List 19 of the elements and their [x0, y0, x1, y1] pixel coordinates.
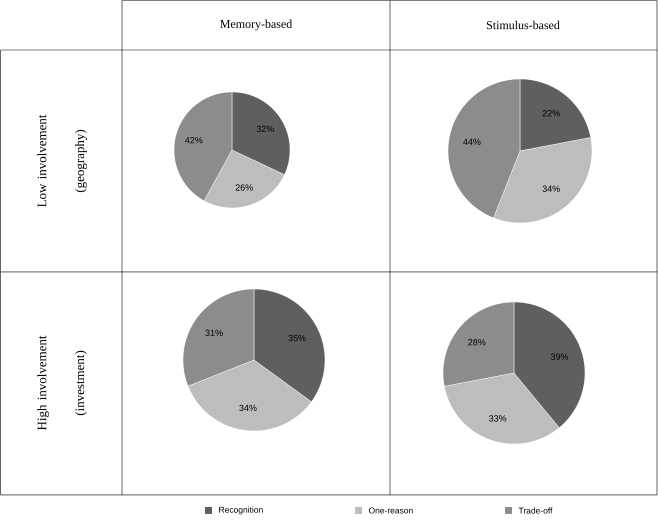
data-label: 39%: [550, 353, 568, 360]
legend-label: Trade-off: [518, 507, 552, 514]
chart-title: Stimulus-based: [486, 20, 560, 30]
data-label: 34%: [239, 404, 257, 412]
data-label: 28%: [468, 339, 486, 346]
chart-title: Memory-based: [220, 20, 292, 30]
data-label: 22%: [542, 110, 560, 116]
data-label: 33%: [489, 415, 506, 422]
data-label: 42%: [185, 137, 202, 144]
legend-label: One-reason: [368, 507, 413, 514]
data-label: 31%: [205, 330, 223, 336]
data-label: 34%: [542, 186, 560, 192]
data-label: 35%: [288, 334, 306, 342]
text: Low involvement (geography): [37, 114, 87, 208]
legend-label: Recognition: [219, 506, 263, 514]
text: High involvement (investment): [37, 336, 87, 430]
data-label: 32%: [256, 126, 274, 132]
data-label: 26%: [236, 184, 253, 191]
data-label: 44%: [463, 138, 481, 145]
